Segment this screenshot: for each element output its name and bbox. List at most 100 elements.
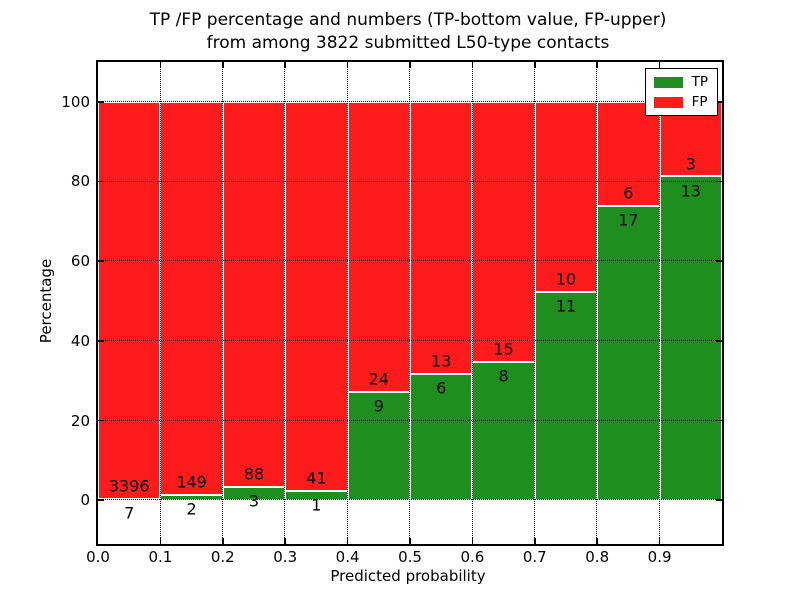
fp-count-label: 15 xyxy=(493,339,514,359)
x-tick xyxy=(534,62,536,68)
v-gridline xyxy=(658,62,660,544)
x-tick-label: 0.4 xyxy=(335,548,360,566)
bar-group xyxy=(472,101,535,501)
tp-count-label: 9 xyxy=(373,396,384,416)
bar-group xyxy=(285,101,348,501)
bar-group xyxy=(410,101,473,501)
fp-segment xyxy=(597,101,660,206)
y-tick xyxy=(98,260,104,262)
v-gridline xyxy=(346,62,348,544)
tp-segment xyxy=(659,176,722,501)
fp-segment xyxy=(347,101,410,392)
x-tick-label: 0.9 xyxy=(647,548,672,566)
y-tick xyxy=(716,180,722,183)
fp-count-label: 10 xyxy=(555,269,577,288)
tp-count-label: 7 xyxy=(124,503,135,523)
x-tick xyxy=(409,62,411,68)
tp-count-label: 2 xyxy=(186,499,197,519)
x-tick xyxy=(409,538,411,544)
bar-group xyxy=(98,101,161,502)
y-tick-label: 60 xyxy=(70,252,90,271)
x-tick xyxy=(534,538,536,544)
fp-segment xyxy=(98,101,161,500)
fp-count-label: 3396 xyxy=(108,476,150,496)
y-tick-label: 0 xyxy=(80,491,90,510)
bar-group xyxy=(347,101,410,501)
x-tick xyxy=(658,62,661,68)
y-tick xyxy=(98,340,104,342)
v-gridline xyxy=(222,62,223,544)
legend-item: TP xyxy=(653,74,708,90)
x-tick xyxy=(596,538,598,544)
y-tick-label: 40 xyxy=(70,331,90,350)
legend-label: FP xyxy=(691,94,708,110)
fp-count-label: 88 xyxy=(243,464,265,484)
y-axis-label: Percentage xyxy=(37,258,55,344)
y-tick xyxy=(716,340,722,342)
tp-count-label: 6 xyxy=(436,378,447,398)
x-tick-label: 0.0 xyxy=(86,548,110,566)
chart-title-line2: from among 3822 submitted L50-type conta… xyxy=(206,33,610,53)
fp-segment xyxy=(222,101,286,488)
fp-segment xyxy=(410,101,473,375)
legend-swatch-fp xyxy=(653,96,683,108)
bar-group xyxy=(597,101,660,501)
legend-label: TP xyxy=(691,74,708,90)
v-gridline xyxy=(596,62,598,544)
y-tick xyxy=(716,419,722,422)
tp-segment xyxy=(410,374,473,501)
chart-title-line1: TP /FP percentage and numbers (TP-bottom… xyxy=(149,10,667,30)
tp-count-label: 13 xyxy=(680,181,701,200)
tp-count-label: 8 xyxy=(498,366,509,386)
y-tick-label: 20 xyxy=(70,411,90,430)
tp-segment xyxy=(347,391,410,501)
x-tick xyxy=(222,62,224,68)
y-tick xyxy=(98,419,104,422)
tp-count-label: 17 xyxy=(618,210,639,230)
fp-segment xyxy=(472,101,535,362)
x-tick-label: 0.7 xyxy=(522,548,547,566)
v-gridline xyxy=(409,62,411,544)
y-tick xyxy=(716,260,722,262)
x-tick xyxy=(346,538,349,544)
x-tick-label: 0.6 xyxy=(460,548,485,566)
tp-segment xyxy=(597,205,660,501)
x-tick xyxy=(222,538,224,544)
fp-count-label: 24 xyxy=(368,369,389,389)
fp-segment xyxy=(160,101,223,495)
x-axis-label: Predicted probability xyxy=(330,567,486,585)
v-gridline xyxy=(159,62,161,544)
fp-segment xyxy=(285,101,348,491)
x-tick-label: 0.8 xyxy=(585,548,610,566)
bar-group xyxy=(160,101,223,501)
v-gridline xyxy=(471,62,473,544)
x-tick-label: 0.2 xyxy=(210,548,235,566)
x-tick xyxy=(346,62,349,68)
x-tick xyxy=(471,62,474,68)
legend: TP FP xyxy=(644,68,718,116)
fp-count-label: 13 xyxy=(431,351,452,371)
x-tick xyxy=(284,538,286,544)
chart-title: TP /FP percentage and numbers (TP-bottom… xyxy=(96,9,720,55)
y-tick xyxy=(98,499,104,501)
tp-count-label: 3 xyxy=(248,491,260,511)
v-gridline xyxy=(534,62,535,544)
y-tick-label: 80 xyxy=(70,172,90,191)
x-tick xyxy=(596,62,598,68)
x-tick xyxy=(284,62,286,68)
x-tick xyxy=(471,538,474,544)
y-tick xyxy=(98,101,104,103)
y-tick xyxy=(716,101,722,103)
x-tick-label: 0.1 xyxy=(148,548,173,566)
y-tick xyxy=(716,499,722,501)
tp-count-label: 1 xyxy=(311,495,322,515)
x-tick-label: 0.5 xyxy=(398,548,422,566)
bar-group xyxy=(659,101,722,501)
v-gridline xyxy=(284,62,286,544)
tp-count-label: 11 xyxy=(555,296,577,315)
x-tick xyxy=(658,538,661,544)
x-tick-label: 0.3 xyxy=(273,548,298,566)
y-tick-label: 100 xyxy=(61,92,90,111)
legend-item: FP xyxy=(653,94,708,110)
